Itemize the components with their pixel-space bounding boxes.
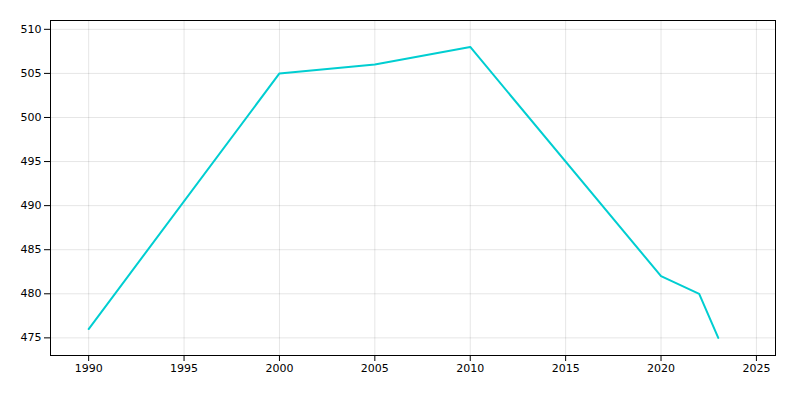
svg-text:505: 505 — [21, 67, 42, 80]
svg-text:490: 490 — [21, 199, 42, 212]
svg-text:510: 510 — [21, 23, 42, 36]
svg-text:475: 475 — [21, 331, 42, 344]
svg-text:1990: 1990 — [75, 362, 103, 375]
svg-text:2000: 2000 — [265, 362, 293, 375]
svg-text:480: 480 — [21, 287, 42, 300]
svg-text:485: 485 — [21, 243, 42, 256]
svg-text:495: 495 — [21, 155, 42, 168]
svg-text:2010: 2010 — [456, 362, 484, 375]
svg-text:2025: 2025 — [742, 362, 770, 375]
svg-text:1995: 1995 — [170, 362, 198, 375]
svg-text:2020: 2020 — [647, 362, 675, 375]
svg-text:500: 500 — [21, 111, 42, 124]
svg-text:2015: 2015 — [552, 362, 580, 375]
svg-text:2005: 2005 — [361, 362, 389, 375]
